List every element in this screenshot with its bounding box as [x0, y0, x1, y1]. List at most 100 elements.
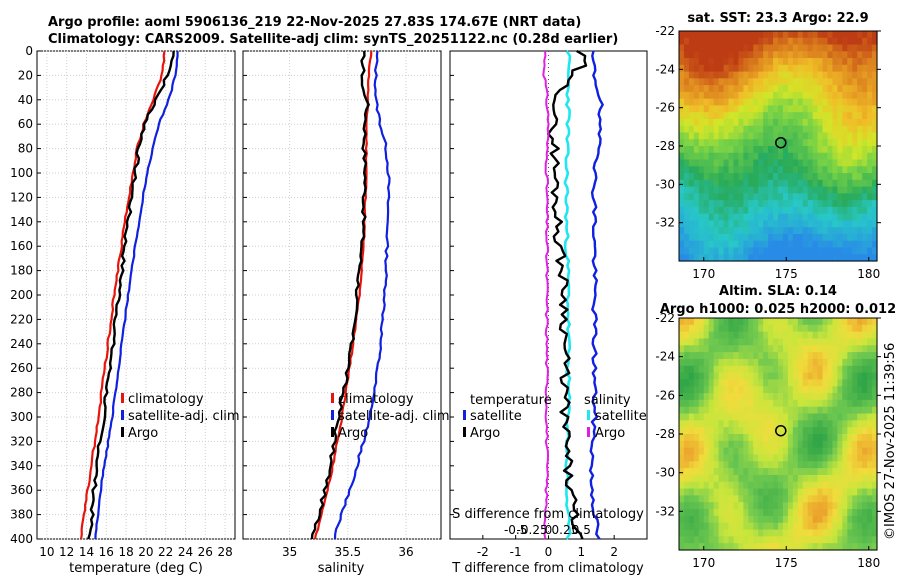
map-cell — [679, 85, 685, 93]
map-cell — [743, 240, 749, 249]
map-cell — [842, 118, 848, 127]
map-cell — [698, 91, 705, 100]
map-cell — [852, 318, 858, 326]
map-cell — [792, 227, 799, 235]
map-cell — [718, 393, 725, 401]
map-cell — [847, 254, 853, 262]
map-cell — [723, 358, 730, 367]
map-cell — [802, 91, 809, 100]
map-cell — [802, 58, 809, 66]
map-cell — [787, 420, 794, 428]
map-cell — [857, 365, 863, 374]
map-cell — [787, 352, 794, 360]
map-cell — [703, 58, 710, 66]
map-cell — [703, 393, 710, 401]
map-cell — [862, 91, 868, 100]
map-cell — [708, 338, 715, 346]
map-cell — [842, 318, 848, 326]
map-cell — [852, 393, 858, 401]
map-cell — [807, 522, 814, 531]
map-cell — [728, 358, 735, 367]
map-cell — [842, 200, 848, 208]
map-cell — [763, 495, 769, 503]
y-tick-label: 260 — [10, 361, 33, 375]
map-cell — [768, 495, 774, 503]
map-cell — [822, 112, 829, 120]
map-cell — [867, 447, 873, 456]
map-cell — [679, 536, 685, 544]
map-cell — [693, 37, 700, 46]
map-cell — [773, 51, 779, 59]
map-cell — [738, 481, 744, 490]
map-cell — [842, 502, 848, 510]
map-cell — [773, 58, 779, 66]
map-cell — [708, 481, 715, 490]
map-cell — [817, 31, 824, 39]
map-cell — [718, 159, 725, 167]
map-cell — [792, 186, 799, 194]
map-cell — [778, 338, 784, 346]
map-cell — [688, 440, 695, 449]
map-cell — [807, 146, 814, 154]
map-cell — [847, 166, 853, 174]
map-cell — [862, 213, 868, 222]
map-cell — [728, 529, 735, 537]
map-cell — [733, 112, 739, 120]
map-cell — [743, 522, 749, 531]
map-cell — [683, 427, 690, 435]
map-cell — [773, 358, 779, 367]
map-cell — [847, 393, 853, 401]
map-cell — [867, 399, 873, 408]
map-cell — [708, 324, 715, 333]
map-cell — [688, 352, 695, 360]
map-cell — [822, 254, 829, 262]
x-tick-label: 24 — [178, 545, 193, 559]
map-cell — [812, 85, 819, 93]
map-cell — [807, 227, 814, 235]
map-cell — [802, 200, 809, 208]
map-cell — [857, 345, 863, 353]
map-cell — [827, 227, 834, 235]
map-cell — [862, 481, 868, 490]
map-cell — [728, 240, 735, 249]
map-cell — [679, 502, 685, 510]
legend-swatch — [463, 410, 466, 420]
map-cell — [763, 91, 769, 100]
map-cell — [733, 393, 739, 401]
map-cell — [778, 139, 784, 147]
map-cell — [842, 247, 848, 255]
map-cell — [787, 386, 794, 394]
map-cell — [822, 105, 829, 113]
map-cell — [693, 227, 700, 235]
map-cell — [723, 173, 730, 181]
sst_map-panel — [678, 30, 881, 262]
map-cell — [872, 372, 878, 381]
map-cell — [867, 64, 873, 73]
map-cell — [763, 51, 769, 59]
map-cell — [748, 206, 754, 215]
map-cell — [827, 536, 834, 544]
map-cell — [827, 338, 834, 346]
map-cell — [718, 515, 725, 524]
map-cell — [773, 91, 779, 100]
map-cell — [723, 427, 730, 435]
map-cell — [728, 536, 735, 544]
map-cell — [797, 220, 804, 228]
map-cell — [748, 240, 754, 249]
map-cell — [748, 543, 754, 551]
map-cell — [703, 338, 710, 346]
map-cell — [867, 529, 873, 537]
map-cell — [728, 338, 735, 346]
map-cell — [693, 420, 700, 428]
map-cell — [862, 206, 868, 215]
map-cell — [837, 488, 843, 497]
map-cell — [743, 132, 749, 140]
map-cell — [782, 85, 789, 93]
map-cell — [753, 406, 759, 415]
map-cell — [807, 58, 814, 66]
map-cell — [842, 413, 848, 421]
map-cell — [708, 379, 715, 387]
map-cell — [718, 543, 725, 551]
map-cell — [693, 406, 700, 415]
map-cell — [698, 31, 705, 39]
